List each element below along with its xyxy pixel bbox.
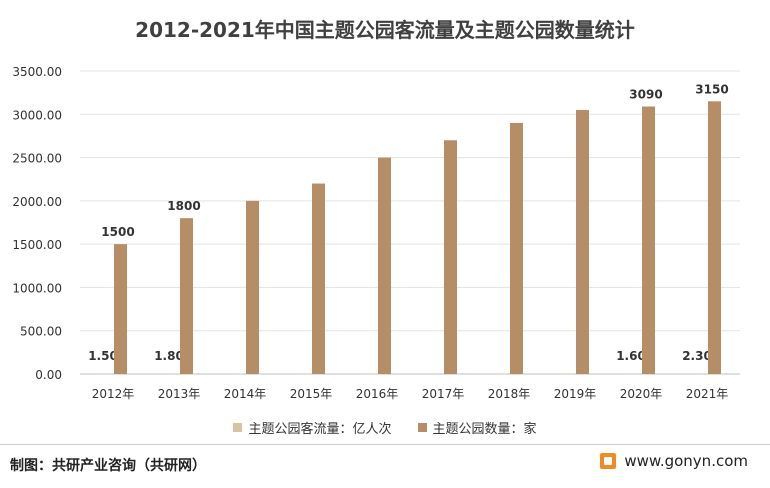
bar-parks xyxy=(510,122,523,374)
brand-website: www.gonyn.com xyxy=(624,452,748,470)
legend: 主题公园客流量：亿人次 主题公园数量：家 xyxy=(0,418,770,437)
y-axis: 0.00 500.00 1000.00 1500.00 2000.00 2500.00 30… xyxy=(12,65,62,382)
x-tick-label: 2018年 xyxy=(488,387,531,401)
bar-parks xyxy=(444,140,457,374)
x-axis: 2012年 2013年 2014年 2015年 2016年 2017年 2018年 2019年… xyxy=(92,387,729,401)
legend-item-parks: 主题公园数量：家 xyxy=(417,418,537,437)
x-tick-label: 2019年 xyxy=(554,387,597,401)
x-tick-label: 2017年 xyxy=(422,387,465,401)
x-tick-label: 2014年 xyxy=(224,387,267,401)
data-label-parks: 3150 xyxy=(695,82,728,96)
bar-parks xyxy=(180,218,193,374)
y-tick-label: 3000.00 xyxy=(12,108,62,122)
bar-parks xyxy=(312,183,325,374)
source-note: 制图：共研产业咨询（共研网） xyxy=(10,458,206,474)
x-tick-label: 2013年 xyxy=(158,387,201,401)
legend-item-visitors: 主题公园客流量：亿人次 xyxy=(233,418,392,437)
bar-parks xyxy=(378,157,391,374)
bar-parks xyxy=(114,244,127,374)
y-tick-label: 0.00 xyxy=(35,368,62,382)
y-tick-label: 3500.00 xyxy=(12,65,62,79)
chart-title: 2012-2021年中国主题公园客流量及主题公园数量统计 xyxy=(135,18,635,42)
y-tick-label: 1500.00 xyxy=(12,238,62,252)
x-tick-label: 2021年 xyxy=(686,387,729,401)
bars: 1.50 1500 1.80 1800 1.60 3090 2.30 3150 xyxy=(88,82,729,375)
y-tick-label: 2000.00 xyxy=(12,195,62,209)
y-tick-label: 1000.00 xyxy=(12,281,62,295)
footer-divider xyxy=(0,444,770,445)
data-label-visitors: 1.50 xyxy=(88,349,118,363)
data-label-parks: 3090 xyxy=(629,87,662,101)
legend-label-parks: 主题公园数量：家 xyxy=(432,422,537,437)
bar-parks xyxy=(246,200,259,374)
bar-parks xyxy=(708,101,721,375)
bar-parks xyxy=(642,106,655,374)
data-label-parks: 1800 xyxy=(167,199,200,213)
x-tick-label: 2012年 xyxy=(92,387,135,401)
legend-swatch-parks xyxy=(417,423,427,432)
x-tick-label: 2020年 xyxy=(620,387,663,401)
bar-parks xyxy=(576,109,589,374)
grid-lines xyxy=(80,70,740,375)
gonyn-logo-icon xyxy=(600,453,617,469)
data-label-parks: 1500 xyxy=(101,225,134,239)
data-label-visitors: 2.30 xyxy=(682,349,712,363)
data-label-visitors: 1.60 xyxy=(616,349,646,363)
x-tick-label: 2015年 xyxy=(290,387,333,401)
legend-label-visitors: 主题公园客流量：亿人次 xyxy=(248,422,392,437)
data-label-visitors: 1.80 xyxy=(154,349,184,363)
y-tick-label: 2500.00 xyxy=(12,152,62,166)
brand: www.gonyn.com xyxy=(600,452,748,470)
y-tick-label: 500.00 xyxy=(20,325,62,339)
x-tick-label: 2016年 xyxy=(356,387,399,401)
legend-swatch-visitors xyxy=(233,423,243,432)
